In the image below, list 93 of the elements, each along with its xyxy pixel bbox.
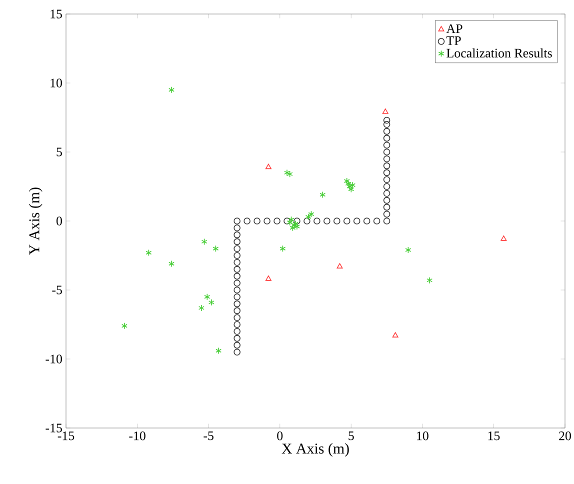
point [234, 280, 240, 286]
point [265, 164, 272, 170]
point [265, 276, 272, 281]
point [244, 218, 250, 224]
point [363, 218, 370, 224]
point [392, 332, 398, 338]
point [234, 300, 240, 308]
point [234, 328, 240, 335]
point [212, 245, 219, 252]
point [324, 218, 330, 224]
point [168, 260, 174, 268]
point [382, 108, 388, 114]
point [383, 156, 390, 162]
x-axis-title: X Axis (m) [282, 443, 349, 457]
x-tick-label: 20 [559, 432, 571, 440]
point [383, 196, 390, 204]
point [286, 170, 293, 178]
point [121, 322, 128, 330]
point [383, 218, 390, 224]
point [383, 204, 390, 211]
y-tick-label: -15 [46, 424, 62, 432]
point [383, 210, 390, 218]
point [264, 218, 270, 224]
point [333, 218, 340, 224]
point [234, 348, 240, 356]
point [294, 223, 300, 230]
point [353, 218, 360, 224]
point [234, 321, 240, 328]
point [383, 176, 390, 183]
point [308, 210, 314, 218]
point [234, 259, 240, 266]
point [234, 314, 240, 321]
point [314, 218, 320, 224]
point [383, 134, 390, 142]
point [284, 218, 290, 224]
y-tick-label: 5 [56, 148, 62, 156]
point [383, 116, 390, 124]
x-tick-label: -10 [129, 432, 146, 440]
point [383, 128, 390, 135]
point [198, 304, 204, 312]
point [383, 183, 390, 190]
y-axis-title: Y Axis (m) [28, 188, 42, 255]
point [383, 169, 390, 176]
point [216, 347, 222, 354]
point [336, 263, 343, 268]
point [383, 121, 390, 128]
y-tick-label: 10 [50, 78, 62, 88]
x-tick-label: 5 [348, 432, 354, 440]
point [426, 276, 433, 284]
point [146, 249, 152, 256]
point [234, 286, 240, 294]
point [383, 162, 390, 170]
point [373, 218, 380, 224]
point [405, 246, 412, 254]
legend-label: TP [446, 36, 461, 45]
point [350, 182, 356, 189]
point [383, 142, 390, 148]
point [284, 169, 290, 176]
point [234, 307, 240, 314]
point [305, 213, 312, 220]
legend-label: AP [446, 24, 462, 33]
point [201, 238, 208, 246]
x-tick-label: 0 [277, 432, 283, 440]
point [383, 148, 390, 156]
y-tick-label: -5 [52, 286, 62, 294]
point [304, 218, 310, 224]
point [234, 342, 240, 349]
point [234, 334, 240, 342]
point [234, 224, 240, 232]
point [320, 191, 326, 198]
point [234, 218, 240, 224]
point [234, 252, 240, 259]
point [168, 86, 174, 94]
point [500, 236, 507, 241]
point [234, 266, 240, 273]
legend-label: Localization Results [446, 48, 552, 58]
point [234, 272, 240, 280]
point [254, 218, 260, 224]
point [280, 245, 286, 252]
point [234, 231, 240, 238]
point [343, 218, 350, 224]
point [234, 294, 240, 300]
y-tick-label: 15 [50, 10, 62, 18]
point [383, 190, 390, 197]
point [294, 218, 300, 224]
y-tick-label: -10 [46, 354, 62, 364]
y-tick-label: 0 [56, 216, 62, 226]
x-tick-label: 15 [488, 432, 500, 440]
point [274, 218, 280, 224]
point [234, 238, 240, 246]
x-tick-label: -5 [204, 432, 214, 440]
x-tick-label: 10 [417, 432, 428, 440]
point [234, 245, 240, 252]
